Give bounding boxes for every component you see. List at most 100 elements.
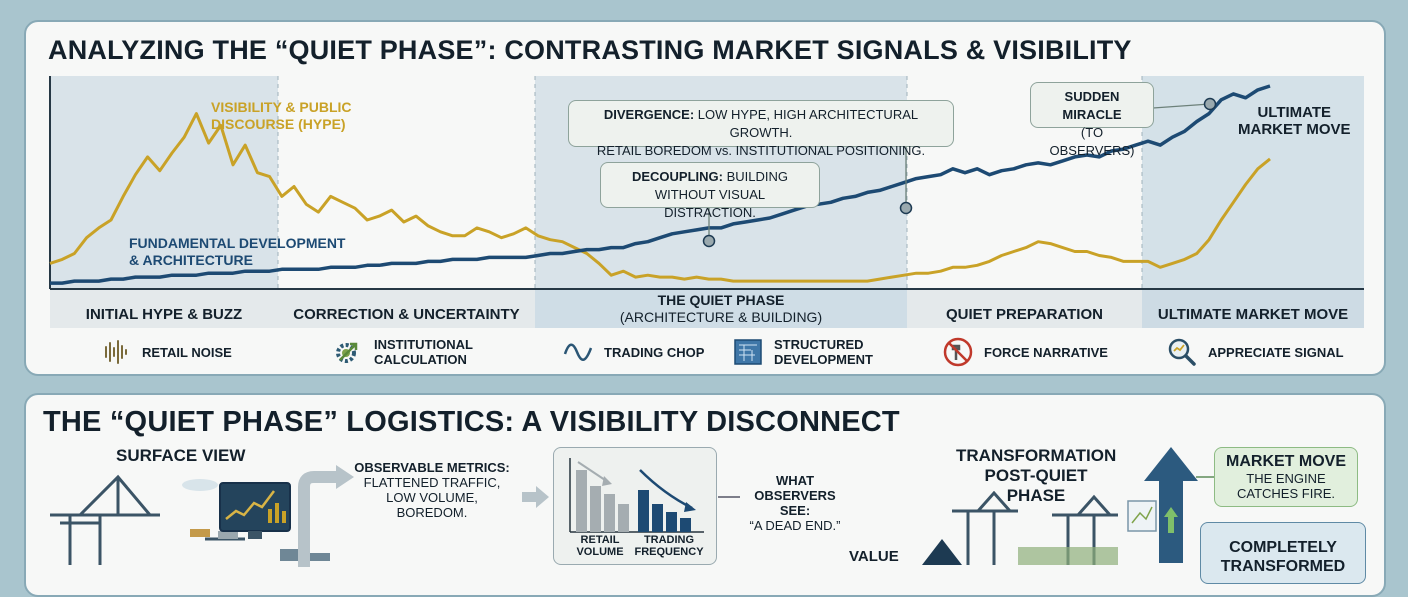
hype-series-label: VISIBILITY & PUBLIC DISCOURSE (HYPE) [211, 99, 352, 133]
legend-structured-development: STRUCTURED DEVELOPMENT [732, 334, 873, 370]
transformation-line: TRANSFORMATION [956, 446, 1117, 465]
legend-label: STRUCTURED DEVELOPMENT [774, 337, 873, 367]
sound-wave-icon [105, 340, 127, 364]
legend-label: INSTITUTIONAL CALCULATION [374, 337, 473, 367]
market-move-title: MARKET MOVE [1226, 453, 1346, 470]
panel-title: ANALYZING THE “QUIET PHASE”: CONTRASTING… [48, 35, 1132, 65]
fundamental-series-label: FUNDAMENTAL DEVELOPMENT & ARCHITECTURE [129, 235, 345, 269]
phase-bar-quiet [535, 290, 907, 328]
transformed-port-icon [952, 491, 1157, 565]
transformed-line: TRANSFORMED [1220, 558, 1346, 575]
hype-series-line [49, 112, 1271, 283]
market-move-line: CATCHES FIRE. [1237, 486, 1335, 501]
miracle-callout: SUDDEN MIRACLE (TO OBSERVERS) [1030, 82, 1154, 158]
legend-trading-chop: TRADING CHOP [562, 334, 704, 370]
miracle-marker [1203, 97, 1217, 111]
hype-label-line: DISCOURSE (HYPE) [211, 116, 346, 132]
phase-label-correction: CORRECTION & UNCERTAINTY [293, 305, 520, 323]
divergence-callout: DIVERGENCE: LOW HYPE, HIGH ARCHITECTURAL… [568, 100, 954, 158]
legend-label: TRADING CHOP [604, 344, 705, 360]
divergence-marker [899, 201, 913, 215]
hype-label-line: VISIBILITY & PUBLIC [211, 99, 352, 115]
observable-metrics-text: OBSERVABLE METRICS: FLATTENED TRAFFIC, L… [348, 460, 516, 520]
surface-view-label: SURFACE VIEW [116, 446, 246, 465]
declining-bars-icon [569, 458, 704, 533]
fundamental-label-line: FUNDAMENTAL DEVELOPMENT [129, 235, 346, 251]
analysis-panel: ANALYZING THE “QUIET PHASE”: CONTRASTING… [24, 20, 1386, 376]
divergence-line1: DIVERGENCE: LOW HYPE, HIGH ARCHITECTURAL… [603, 107, 919, 140]
phase-label-initial-hype: INITIAL HYPE & BUZZ [85, 305, 243, 323]
transformation-title: TRANSFORMATION POST-QUIET PHASE [956, 446, 1116, 506]
mini-label-line: RETAIL [580, 534, 620, 546]
quiet-phase-sublabel: (ARCHITECTURE & BUILDING) [619, 309, 823, 325]
legend-institutional-calculation: INSTITUTIONAL CALCULATION [332, 334, 473, 370]
decoupling-line1: DECOUPLING: BUILDING [631, 169, 788, 184]
legend-label-line: DEVELOPMENT [774, 352, 873, 367]
phase-shade-ultimate [1142, 76, 1364, 288]
no-hammer-icon [943, 337, 973, 367]
observers-line: OBSERVERS SEE: [754, 488, 836, 518]
legend-label-line: CALCULATION [374, 352, 467, 367]
miracle-line2: (TO OBSERVERS) [1049, 125, 1135, 158]
metrics-mini-chart: RETAIL VOLUME TRADING FREQUENCY [553, 447, 717, 565]
observable-line: LOW VOLUME, [386, 490, 478, 505]
gear-arrow-icon [336, 342, 358, 363]
phase-bar-ultimate [1142, 290, 1364, 328]
phase-label-ultimate: ULTIMATE MARKET MOVE [1157, 305, 1349, 323]
observers-line: “A DEAD END.” [749, 518, 841, 533]
transformed-card: COMPLETELY TRANSFORMED [1200, 522, 1366, 584]
series-layer [49, 84, 1271, 285]
connector-line [718, 496, 740, 498]
ultimate-move-label: ULTIMATE MARKET MOVE [1238, 104, 1351, 138]
fundamental-series-line [50, 84, 1271, 285]
decoupling-line2: WITHOUT VISUAL DISTRACTION. [654, 187, 766, 220]
market-signals-chart [49, 76, 1364, 328]
mini-label-line: VOLUME [576, 546, 624, 558]
decoupling-marker [702, 234, 716, 248]
monitor-chart-icon [219, 482, 291, 539]
ultimate-line1: ULTIMATE [1257, 104, 1332, 121]
legend-force-narrative: FORCE NARRATIVE [942, 334, 1108, 370]
market-move-line: THE ENGINE [1246, 471, 1326, 486]
observable-line: FLATTENED TRAFFIC, [363, 475, 501, 490]
legend-label-line: STRUCTURED [774, 337, 864, 352]
observable-line: OBSERVABLE METRICS: [354, 460, 510, 475]
panel-title: THE “QUIET PHASE” LOGISTICS: A VISIBILIT… [43, 406, 900, 438]
observers-line: WHAT [775, 473, 815, 488]
legend-label: APPRECIATE SIGNAL [1208, 344, 1344, 360]
phase-shade-initial-hype [50, 76, 278, 288]
arrow-right-icon [522, 486, 549, 508]
flow-arrow-icon [298, 465, 354, 567]
market-move-card: MARKET MOVE THE ENGINE CATCHES FIRE. [1214, 447, 1358, 507]
growth-arrow-icon [1144, 447, 1198, 563]
legend-label: FORCE NARRATIVE [984, 344, 1108, 360]
leader-line [1152, 103, 1211, 109]
fundamental-label-line: & ARCHITECTURE [129, 252, 253, 268]
transformed-line: COMPLETELY [1229, 539, 1337, 556]
connector-line [1196, 476, 1216, 478]
blueprint-icon [734, 339, 762, 365]
observable-line: BOREDOM. [396, 505, 468, 520]
legend-label: RETAIL NOISE [142, 344, 232, 360]
wave-icon [563, 343, 593, 361]
decoupling-callout: DECOUPLING: BUILDING WITHOUT VISUAL DIST… [600, 162, 820, 220]
legend-appreciate-signal: APPRECIATE SIGNAL [1166, 334, 1344, 370]
phase-label-quiet: THE QUIET PHASE (ARCHITECTURE & BUILDING… [535, 290, 907, 330]
mini-label-line: TRADING [643, 534, 695, 546]
logistics-panel: THE “QUIET PHASE” LOGISTICS: A VISIBILIT… [24, 393, 1386, 597]
mini-label-retail: RETAIL VOLUME [570, 534, 630, 558]
mini-label-trading: TRADING FREQUENCY [634, 534, 704, 558]
quiet-phase-title: THE QUIET PHASE [657, 292, 785, 308]
legend-label-line: INSTITUTIONAL [374, 337, 473, 352]
miracle-line1: SUDDEN MIRACLE [1062, 89, 1122, 122]
mini-label-line: FREQUENCY [634, 546, 704, 558]
divergence-line2: RETAIL BOREDOM vs. INSTITUTIONAL POSITIO… [596, 143, 926, 158]
transformation-line: POST-QUIET PHASE [984, 466, 1088, 505]
ultimate-line2: MARKET MOVE [1238, 121, 1351, 138]
legend-retail-noise: RETAIL NOISE [100, 334, 232, 370]
magnifier-icon [1168, 338, 1196, 366]
value-triangle-icon [922, 539, 962, 565]
observers-see-text: WHAT OBSERVERS SEE: “A DEAD END.” [738, 473, 852, 533]
port-crane-icon [50, 474, 330, 565]
phase-label-preparation: QUIET PREPARATION [946, 305, 1103, 323]
